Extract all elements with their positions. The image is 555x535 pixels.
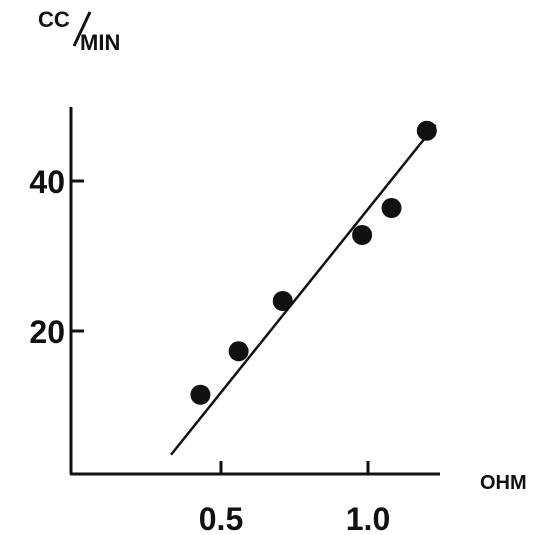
data-point (228, 341, 249, 362)
regression-line-group (170, 123, 437, 456)
y-axis-title-denominator: MIN (80, 30, 120, 55)
x-axis-ticks: 0.5 1.0 (199, 461, 390, 535)
y-axis-title: CC MIN (38, 7, 120, 55)
y-tick-label: 20 (29, 314, 65, 350)
x-tick-label: 0.5 (199, 501, 243, 535)
y-axis-title-slash (72, 11, 92, 47)
data-point (272, 291, 293, 311)
data-point (381, 198, 402, 218)
regression-line (170, 123, 437, 456)
data-points (190, 120, 437, 405)
data-point (352, 225, 373, 245)
data-point (190, 384, 211, 405)
y-axis-title-numerator: CC (38, 7, 70, 32)
x-axis-title: OHM (480, 472, 527, 494)
data-point (416, 120, 437, 141)
x-tick-label: 1.0 (346, 501, 390, 535)
y-tick-label: 40 (29, 164, 65, 200)
